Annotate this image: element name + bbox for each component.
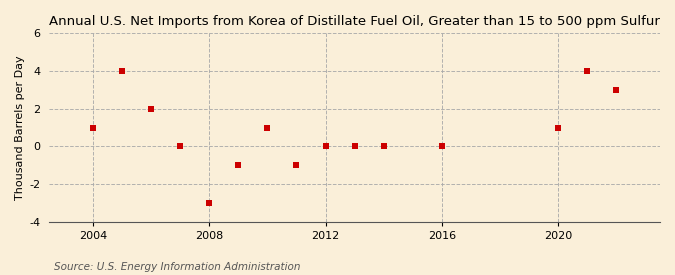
Point (349, 144, 360, 148)
Point (553, 125, 564, 130)
Point (320, 144, 331, 148)
Point (117, 69, 128, 73)
Text: Source: U.S. Energy Information Administration: Source: U.S. Energy Information Administ… (54, 262, 300, 272)
Point (379, 144, 389, 148)
Point (611, 88, 622, 92)
Point (291, 163, 302, 167)
Point (582, 69, 593, 73)
Point (233, 163, 244, 167)
Point (262, 125, 273, 130)
Y-axis label: Thousand Barrels per Day: Thousand Barrels per Day (15, 55, 25, 200)
Point (175, 144, 186, 148)
Point (88, 125, 99, 130)
Point (437, 144, 448, 148)
Title: Annual U.S. Net Imports from Korea of Distillate Fuel Oil, Greater than 15 to 50: Annual U.S. Net Imports from Korea of Di… (49, 15, 660, 28)
Point (204, 201, 215, 205)
Point (146, 106, 157, 111)
